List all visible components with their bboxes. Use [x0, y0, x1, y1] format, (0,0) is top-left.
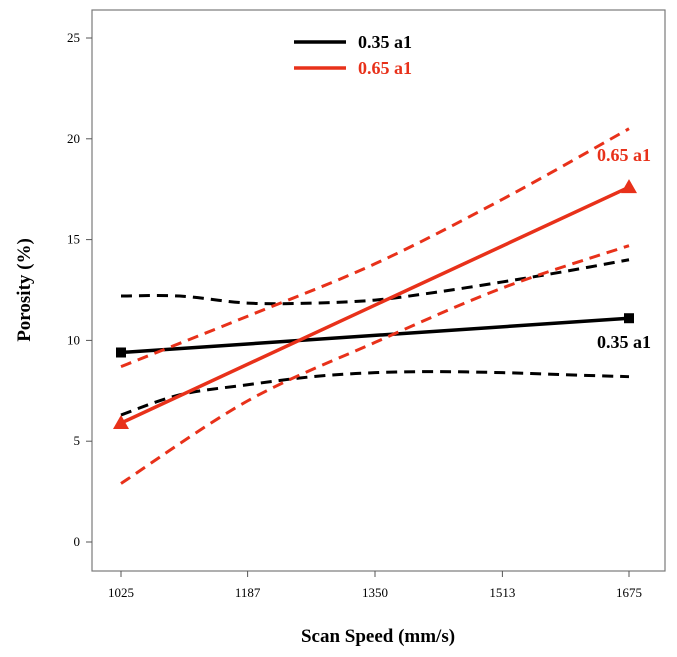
y-tick-label: 25	[67, 30, 80, 45]
ci-upper-line	[120, 258, 630, 306]
x-axis: 1025 1187 1350 1513 1675	[108, 571, 642, 600]
x-tick-label: 1513	[489, 585, 515, 600]
data-point	[621, 179, 637, 194]
data-point	[624, 313, 634, 324]
series-line	[120, 185, 630, 425]
ci-lower-line	[120, 370, 630, 417]
data-point	[116, 347, 126, 358]
y-tick-label: 5	[74, 433, 81, 448]
plot-frame	[91, 9, 666, 572]
x-tick-label: 1187	[235, 585, 261, 600]
legend-label: 0.35 a1	[358, 32, 412, 52]
legend: 0.35 a1 0.65 a1	[294, 32, 412, 78]
series-end-label: 0.65 a1	[597, 145, 651, 165]
x-axis-title: Scan Speed (mm/s)	[301, 626, 455, 647]
series-end-label: 0.35 a1	[597, 332, 651, 352]
x-tick-label: 1675	[616, 585, 642, 600]
y-axis-title: Porosity (%)	[14, 238, 35, 342]
x-tick-label: 1350	[362, 585, 388, 600]
y-tick-label: 15	[67, 232, 80, 247]
y-axis: 0 5 10 15 20 25	[67, 30, 92, 549]
series-line	[120, 316, 630, 355]
legend-label: 0.65 a1	[358, 58, 412, 78]
series-layer: 0.35 a1 0.65 a1	[113, 127, 651, 485]
ci-upper-line	[120, 127, 630, 369]
series-0: 0.35 a1	[116, 258, 651, 417]
ci-lower-line	[120, 244, 630, 485]
y-tick-label: 0	[74, 534, 81, 549]
series-1: 0.65 a1	[113, 127, 651, 485]
data-point	[113, 415, 129, 430]
y-tick-label: 10	[67, 332, 80, 347]
y-tick-label: 20	[67, 131, 80, 146]
x-tick-label: 1025	[108, 585, 134, 600]
